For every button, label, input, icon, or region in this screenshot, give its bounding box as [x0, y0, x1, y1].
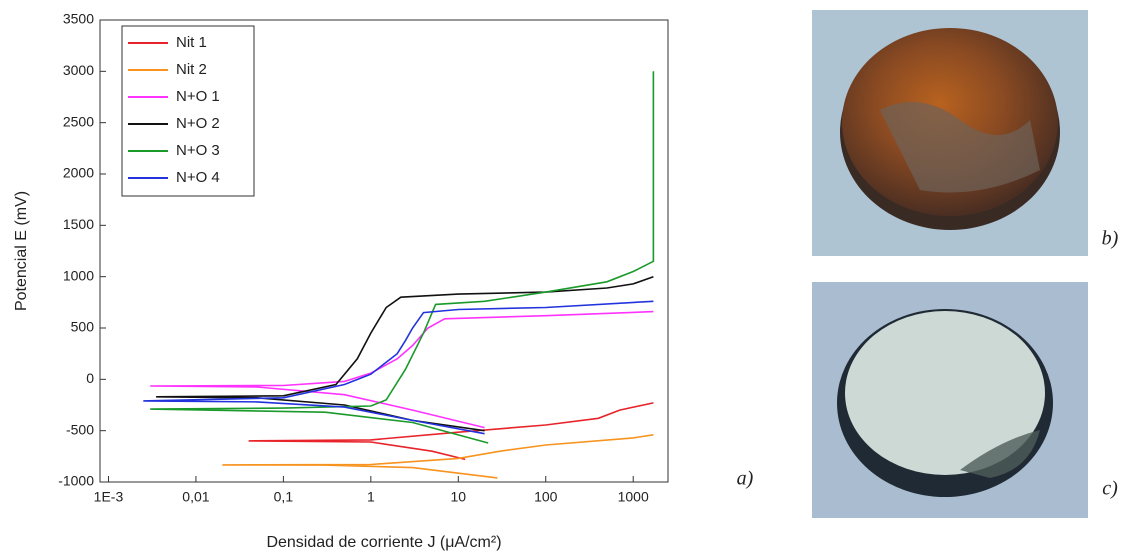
y-tick-label: 1500	[63, 216, 94, 232]
photo-b	[812, 10, 1088, 256]
panel-label: b)	[1102, 228, 1119, 250]
x-tick-label: 1000	[618, 489, 649, 505]
y-axis-title: Potencial E (mV)	[13, 191, 30, 311]
panel-label: a)	[737, 468, 754, 490]
photo-c	[812, 282, 1088, 518]
x-tick-label: 10	[451, 489, 467, 505]
y-tick-label: -1000	[58, 473, 94, 489]
legend-label: N+O 2	[176, 115, 220, 132]
x-tick-label: 0,1	[274, 489, 294, 505]
series-line	[156, 275, 654, 432]
legend-label: Nit 1	[176, 34, 207, 51]
y-tick-label: 2500	[63, 113, 94, 129]
y-tick-label: 500	[71, 319, 95, 335]
series-line	[150, 71, 655, 444]
legend-label: N+O 4	[176, 169, 220, 186]
series-line	[150, 310, 654, 429]
y-tick-label: 1000	[63, 267, 94, 283]
legend-box	[121, 25, 255, 197]
y-tick-label: 2000	[63, 165, 94, 181]
x-tick-label: 1E-3	[94, 489, 124, 505]
legend-label: N+O 3	[176, 142, 220, 159]
x-axis-title: Densidad de corriente J (μA/cm²)	[266, 534, 501, 551]
plot-frame	[99, 19, 669, 483]
series-line	[248, 402, 654, 461]
panel-label: c)	[1102, 478, 1118, 500]
series-line	[143, 300, 654, 435]
series-line	[222, 434, 654, 479]
y-tick-label: -500	[66, 421, 94, 437]
legend-label: N+O 1	[176, 88, 220, 105]
x-tick-label: 100	[534, 489, 558, 505]
legend-label: Nit 2	[176, 61, 207, 78]
y-tick-label: 3500	[63, 11, 94, 27]
y-tick-label: 0	[86, 370, 94, 386]
x-tick-label: 0,01	[182, 489, 209, 505]
y-tick-label: 3000	[63, 62, 94, 78]
x-tick-label: 1	[367, 489, 375, 505]
